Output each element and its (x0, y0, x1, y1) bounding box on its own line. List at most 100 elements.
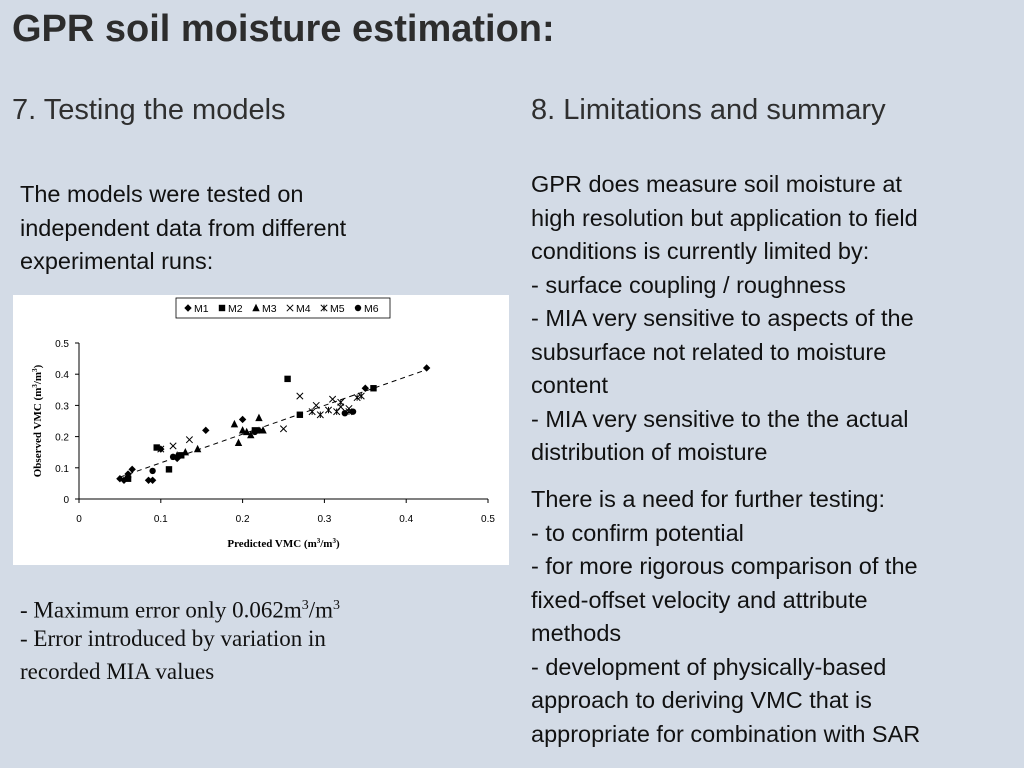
data-point-m5 (308, 408, 316, 416)
x-tick-label: 0.1 (154, 514, 168, 525)
data-point-m4 (296, 392, 304, 400)
legend-marker-m1 (184, 304, 192, 312)
error-notes: - Maximum error only 0.062m3/m3 - Error … (20, 589, 340, 688)
data-point-m3 (247, 430, 255, 439)
data-point-m3 (234, 438, 243, 447)
data-point-m6 (251, 428, 259, 436)
note-line: - Maximum error only 0.062m3/m3 (20, 589, 340, 623)
data-point-m3 (242, 427, 251, 436)
data-point-m6 (349, 408, 357, 415)
limitations-line: GPR does measure soil moisture at (531, 171, 902, 197)
limitations-line: content (531, 372, 609, 398)
data-point-m3 (259, 426, 267, 434)
data-point-m2 (296, 411, 304, 418)
data-point-m3 (193, 444, 202, 453)
intro-line: The models were tested on (20, 181, 304, 207)
y-tick-label: 0.2 (55, 433, 69, 444)
y-tick-label: 0.5 (55, 339, 69, 350)
limitations-line: distribution of moisture (531, 439, 768, 465)
note-line: recorded MIA values (20, 659, 215, 684)
data-point-m1 (422, 364, 431, 372)
trend-line (119, 370, 423, 478)
data-point-m1 (361, 384, 369, 392)
legend-marker-m6 (354, 304, 362, 312)
testing-line: appropriate for combination with SAR (531, 720, 921, 747)
data-point-m6 (149, 467, 156, 475)
limitations-line: - MIA very sensitive to aspects of the (531, 305, 914, 331)
limitations-line: conditions is currently limited by: (531, 238, 870, 264)
y-axis-label-part: /m (32, 372, 44, 385)
testing-line: - to confirm potential (531, 519, 744, 546)
data-point-m2 (178, 452, 185, 459)
data-point-m3 (181, 448, 190, 456)
superscript: 3 (301, 598, 309, 613)
data-point-m5 (316, 411, 324, 419)
x-tick-label: 0.2 (236, 514, 250, 525)
data-point-m2 (153, 444, 160, 451)
data-point-m4 (185, 436, 193, 444)
testing-line: methods (531, 620, 622, 646)
data-point-m3 (238, 426, 247, 434)
legend-label: M1 (194, 303, 209, 315)
data-point-m4 (329, 395, 337, 403)
x-axis-label-part: 3 (332, 537, 336, 545)
data-point-m1 (148, 476, 157, 484)
x-axis-label-part: Predicted VMC (m (227, 538, 316, 550)
note-max-error-text: - Maximum error only 0.062m (20, 597, 302, 623)
data-point-m4 (169, 442, 177, 450)
limitations-paragraph: GPR does measure soil moisture at high r… (531, 168, 918, 470)
legend-marker-m2 (218, 304, 226, 312)
x-axis-label-part: ) (336, 538, 340, 550)
testing-paragraph: There is a need for further testing: - t… (531, 483, 920, 751)
y-tick-label: 0.1 (55, 464, 69, 475)
legend-marker-m3 (252, 303, 260, 312)
data-point-m4 (279, 425, 288, 433)
scatter-chart-svg: 0 0.1 0.2 0.3 0.4 0.5 0 0.1 0.2 0.3 0.4 0.5 Predicte… (31, 297, 495, 550)
y-axis-label-part: ) (32, 364, 44, 368)
legend-box (175, 297, 391, 319)
right-heading: 8. Limitations and summary (531, 94, 886, 126)
data-point-m3 (255, 413, 263, 422)
testing-line: approach to deriving VMC that is (531, 687, 872, 713)
x-axis-label: Predicted VMC (m3/m3) (227, 537, 340, 550)
legend-label: M2 (228, 303, 243, 315)
legend-label: M5 (330, 303, 345, 315)
data-point-m2 (165, 466, 173, 473)
testing-line: fixed-offset velocity and attribute (531, 586, 868, 613)
note-line: - Error introduced by variation in (20, 626, 326, 651)
superscript: 3 (333, 598, 340, 613)
data-point-m5 (357, 392, 365, 400)
data-point-m6 (341, 410, 349, 417)
testing-line: There is a need for further testing: (531, 486, 885, 512)
x-tick-label: 0 (76, 514, 82, 525)
testing-line: - for more rigorous comparison of the (531, 553, 918, 579)
data-point-m1 (238, 415, 247, 424)
scatter-chart: 0 0.1 0.2 0.3 0.4 0.5 0 0.1 0.2 0.3 0.4 0.5 Predicte… (13, 295, 509, 565)
legend-label: M3 (262, 303, 277, 315)
y-axis-label-part: Observed VMC (m (32, 388, 44, 478)
data-point-m4 (312, 401, 320, 409)
data-point-m4 (157, 445, 165, 453)
intro-line: independent data from different (20, 214, 347, 241)
y-axis-label-part: 3 (31, 368, 39, 372)
legend-marker-m5 (320, 304, 328, 312)
data-point-m3 (230, 419, 239, 428)
y-tick-label: 0.3 (55, 401, 69, 412)
y-axis-label: Observed VMC (m3/m3) (31, 364, 44, 477)
limitations-line: - MIA very sensitive to the the actual (531, 405, 909, 432)
data-point-m5 (324, 406, 333, 414)
data-point-m5 (353, 394, 361, 402)
limitations-line: - surface coupling / roughness (531, 271, 846, 298)
intro-line: experimental runs: (20, 248, 214, 274)
data-point-m1 (202, 426, 210, 435)
x-tick-label: 0.4 (399, 514, 413, 525)
y-tick-label: 0.4 (55, 370, 69, 381)
testing-line: - development of physically-based (531, 653, 887, 680)
data-point-m2 (284, 375, 291, 383)
legend-marker-m4 (286, 304, 294, 312)
limitations-line: high resolution but application to field (531, 204, 918, 231)
legend-label: M6 (364, 303, 379, 315)
intro-paragraph: The models were tested on independent da… (20, 178, 346, 279)
legend-label: M4 (296, 303, 311, 315)
data-point-m6 (169, 453, 177, 461)
